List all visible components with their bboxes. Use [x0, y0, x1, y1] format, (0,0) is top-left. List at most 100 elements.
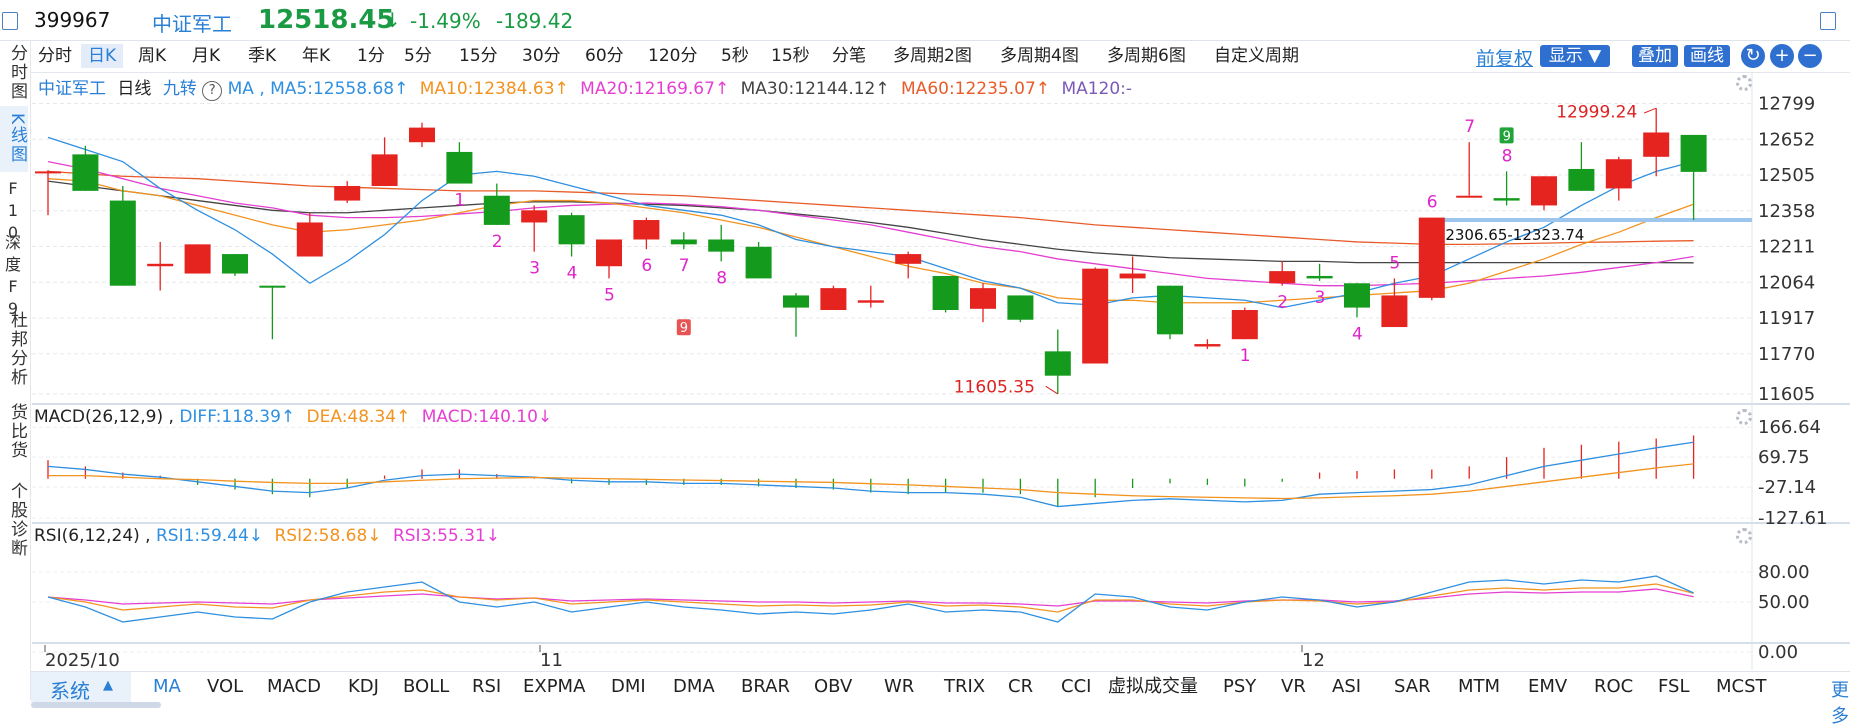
- tab-f10[interactable]: F10: [0, 178, 28, 242]
- more-button[interactable]: 更多: [1831, 680, 1849, 727]
- quote-header: 399967 中证军工 12518.45 ↓ -1.49% -189.42: [0, 0, 1850, 41]
- period-30m[interactable]: 30分: [522, 46, 561, 66]
- candle-body: [1344, 283, 1370, 308]
- period-year[interactable]: 年K: [302, 46, 331, 66]
- maximize-icon[interactable]: [1820, 12, 1836, 30]
- tab-fenshi[interactable]: 分时图: [7, 43, 27, 101]
- indicator-wr[interactable]: WR: [884, 676, 915, 697]
- nine-badge-top-text: 9: [1503, 129, 1511, 144]
- kline-chart[interactable]: 1279912652125051235812211120641191711770…: [0, 0, 1850, 671]
- period-1m[interactable]: 1分: [357, 46, 385, 66]
- period-month[interactable]: 月K: [192, 46, 221, 66]
- indicator-ma[interactable]: MA: [153, 676, 181, 697]
- change-percent: -1.49%: [410, 9, 481, 33]
- jiuzhuan-label: 2: [1277, 293, 1288, 313]
- candle-body: [970, 288, 996, 309]
- indicator-expma[interactable]: EXPMA: [523, 676, 586, 697]
- indicator-fsl[interactable]: FSL: [1658, 676, 1690, 697]
- refresh-icon[interactable]: ↻: [1741, 44, 1765, 68]
- display-button[interactable]: 显示 ▼: [1540, 45, 1610, 67]
- window-icon[interactable]: [2, 12, 18, 30]
- horizontal-scrollbar[interactable]: [31, 702, 161, 708]
- period-quarter[interactable]: 季K: [248, 46, 277, 66]
- candle-body: [521, 210, 548, 223]
- main-settings-gear-icon[interactable]: [1736, 75, 1752, 91]
- tab-depth-label: 深度F9: [5, 233, 24, 318]
- candle-body: [1119, 273, 1146, 279]
- fuquan-dropdown[interactable]: 前复权: [1476, 48, 1534, 70]
- indicator-asi[interactable]: ASI: [1332, 676, 1362, 697]
- date-label: 12: [1302, 650, 1325, 671]
- period-15s[interactable]: 15秒: [771, 46, 810, 66]
- candle-body: [1456, 195, 1483, 198]
- indicator-cr[interactable]: CR: [1008, 676, 1034, 697]
- macd-y-tick: 69.75: [1758, 447, 1810, 468]
- candle-body: [1605, 159, 1632, 189]
- tab-diagnosis[interactable]: 个股诊断: [7, 482, 27, 558]
- jiuzhuan-label: 1: [454, 191, 465, 211]
- candle-body: [334, 185, 361, 201]
- indicator-roc[interactable]: ROC: [1594, 676, 1634, 697]
- candle-body: [446, 151, 473, 184]
- system-tab[interactable]: 系统 ▲: [31, 672, 131, 703]
- indicator-psy[interactable]: PSY: [1223, 676, 1257, 697]
- candle-body: [1044, 351, 1071, 376]
- caret-up-icon: ▲: [103, 678, 113, 693]
- period-60m[interactable]: 60分: [585, 46, 624, 66]
- indicator-sar[interactable]: SAR: [1394, 676, 1431, 697]
- indicator-cci[interactable]: CCI: [1061, 676, 1092, 697]
- indicator-mcst[interactable]: MCST: [1716, 676, 1767, 697]
- indicator-emv[interactable]: EMV: [1528, 676, 1568, 697]
- candle-body: [1568, 168, 1595, 191]
- rsi3-value: RSI3:55.31↓: [392, 526, 501, 546]
- indicator-dmi[interactable]: DMI: [611, 676, 646, 697]
- tab-depth-f9[interactable]: 深度F9: [0, 232, 28, 318]
- indicator-vr[interactable]: VR: [1281, 676, 1306, 697]
- indicator-vol[interactable]: VOL: [207, 676, 244, 697]
- indicator-dma[interactable]: DMA: [673, 676, 715, 697]
- legend-ma30: MA30:12144.12↑: [740, 79, 890, 99]
- rsi-settings-gear-icon[interactable]: [1736, 528, 1752, 544]
- candle-body: [1418, 217, 1445, 298]
- indicator-rsi[interactable]: RSI: [472, 676, 502, 697]
- candle-body: [1269, 271, 1296, 284]
- legend-period: 日线: [117, 79, 152, 99]
- period-15m[interactable]: 15分: [459, 46, 498, 66]
- period-fenshi[interactable]: 分时: [38, 46, 72, 66]
- stock-name[interactable]: 中证军工: [152, 12, 232, 36]
- indicator-trix[interactable]: TRIX: [944, 676, 986, 697]
- indicator-virtual-volume[interactable]: 虚拟成交量: [1108, 676, 1198, 697]
- overlay-button[interactable]: 叠加: [1632, 45, 1678, 67]
- period-multi4[interactable]: 多周期4图: [1000, 46, 1079, 66]
- tab-compare[interactable]: 货比货: [7, 402, 27, 460]
- period-multi6[interactable]: 多周期6图: [1107, 46, 1186, 66]
- zoom-out-icon[interactable]: −: [1798, 44, 1822, 68]
- period-custom[interactable]: 自定义周期: [1214, 46, 1299, 66]
- macd-y-tick: -27.14: [1758, 477, 1816, 498]
- rsi2-value: RSI2:58.68↓: [274, 526, 382, 546]
- main-y-tick: 12064: [1758, 272, 1815, 293]
- indicator-obv[interactable]: OBV: [814, 676, 853, 697]
- indicator-brar[interactable]: BRAR: [741, 676, 790, 697]
- period-120m[interactable]: 120分: [648, 46, 698, 66]
- period-day[interactable]: 日K: [81, 44, 124, 68]
- period-tick[interactable]: 分笔: [832, 46, 866, 66]
- indicator-kdj[interactable]: KDJ: [348, 676, 379, 697]
- indicator-boll[interactable]: BOLL: [403, 676, 450, 697]
- macd-title: MACD(26,12,9) ,: [34, 407, 174, 427]
- help-icon[interactable]: ?: [202, 81, 223, 101]
- period-week[interactable]: 周K: [138, 46, 167, 66]
- zoom-in-icon[interactable]: +: [1770, 44, 1794, 68]
- period-multi2[interactable]: 多周期2图: [893, 46, 972, 66]
- legend-jiuzhuan[interactable]: 九转: [162, 79, 197, 99]
- tab-dupont[interactable]: 杜邦分析: [7, 311, 27, 387]
- macd-settings-gear-icon[interactable]: [1736, 409, 1752, 425]
- main-y-tick: 12652: [1758, 129, 1815, 150]
- period-5s[interactable]: 5秒: [721, 46, 749, 66]
- macd-diff: DIFF:118.39↑: [179, 407, 296, 427]
- period-5m[interactable]: 5分: [404, 46, 432, 66]
- tab-kline[interactable]: K线图: [0, 106, 28, 172]
- indicator-macd[interactable]: MACD: [267, 676, 321, 697]
- indicator-mtm[interactable]: MTM: [1458, 676, 1501, 697]
- draw-line-button[interactable]: 画线: [1684, 45, 1730, 67]
